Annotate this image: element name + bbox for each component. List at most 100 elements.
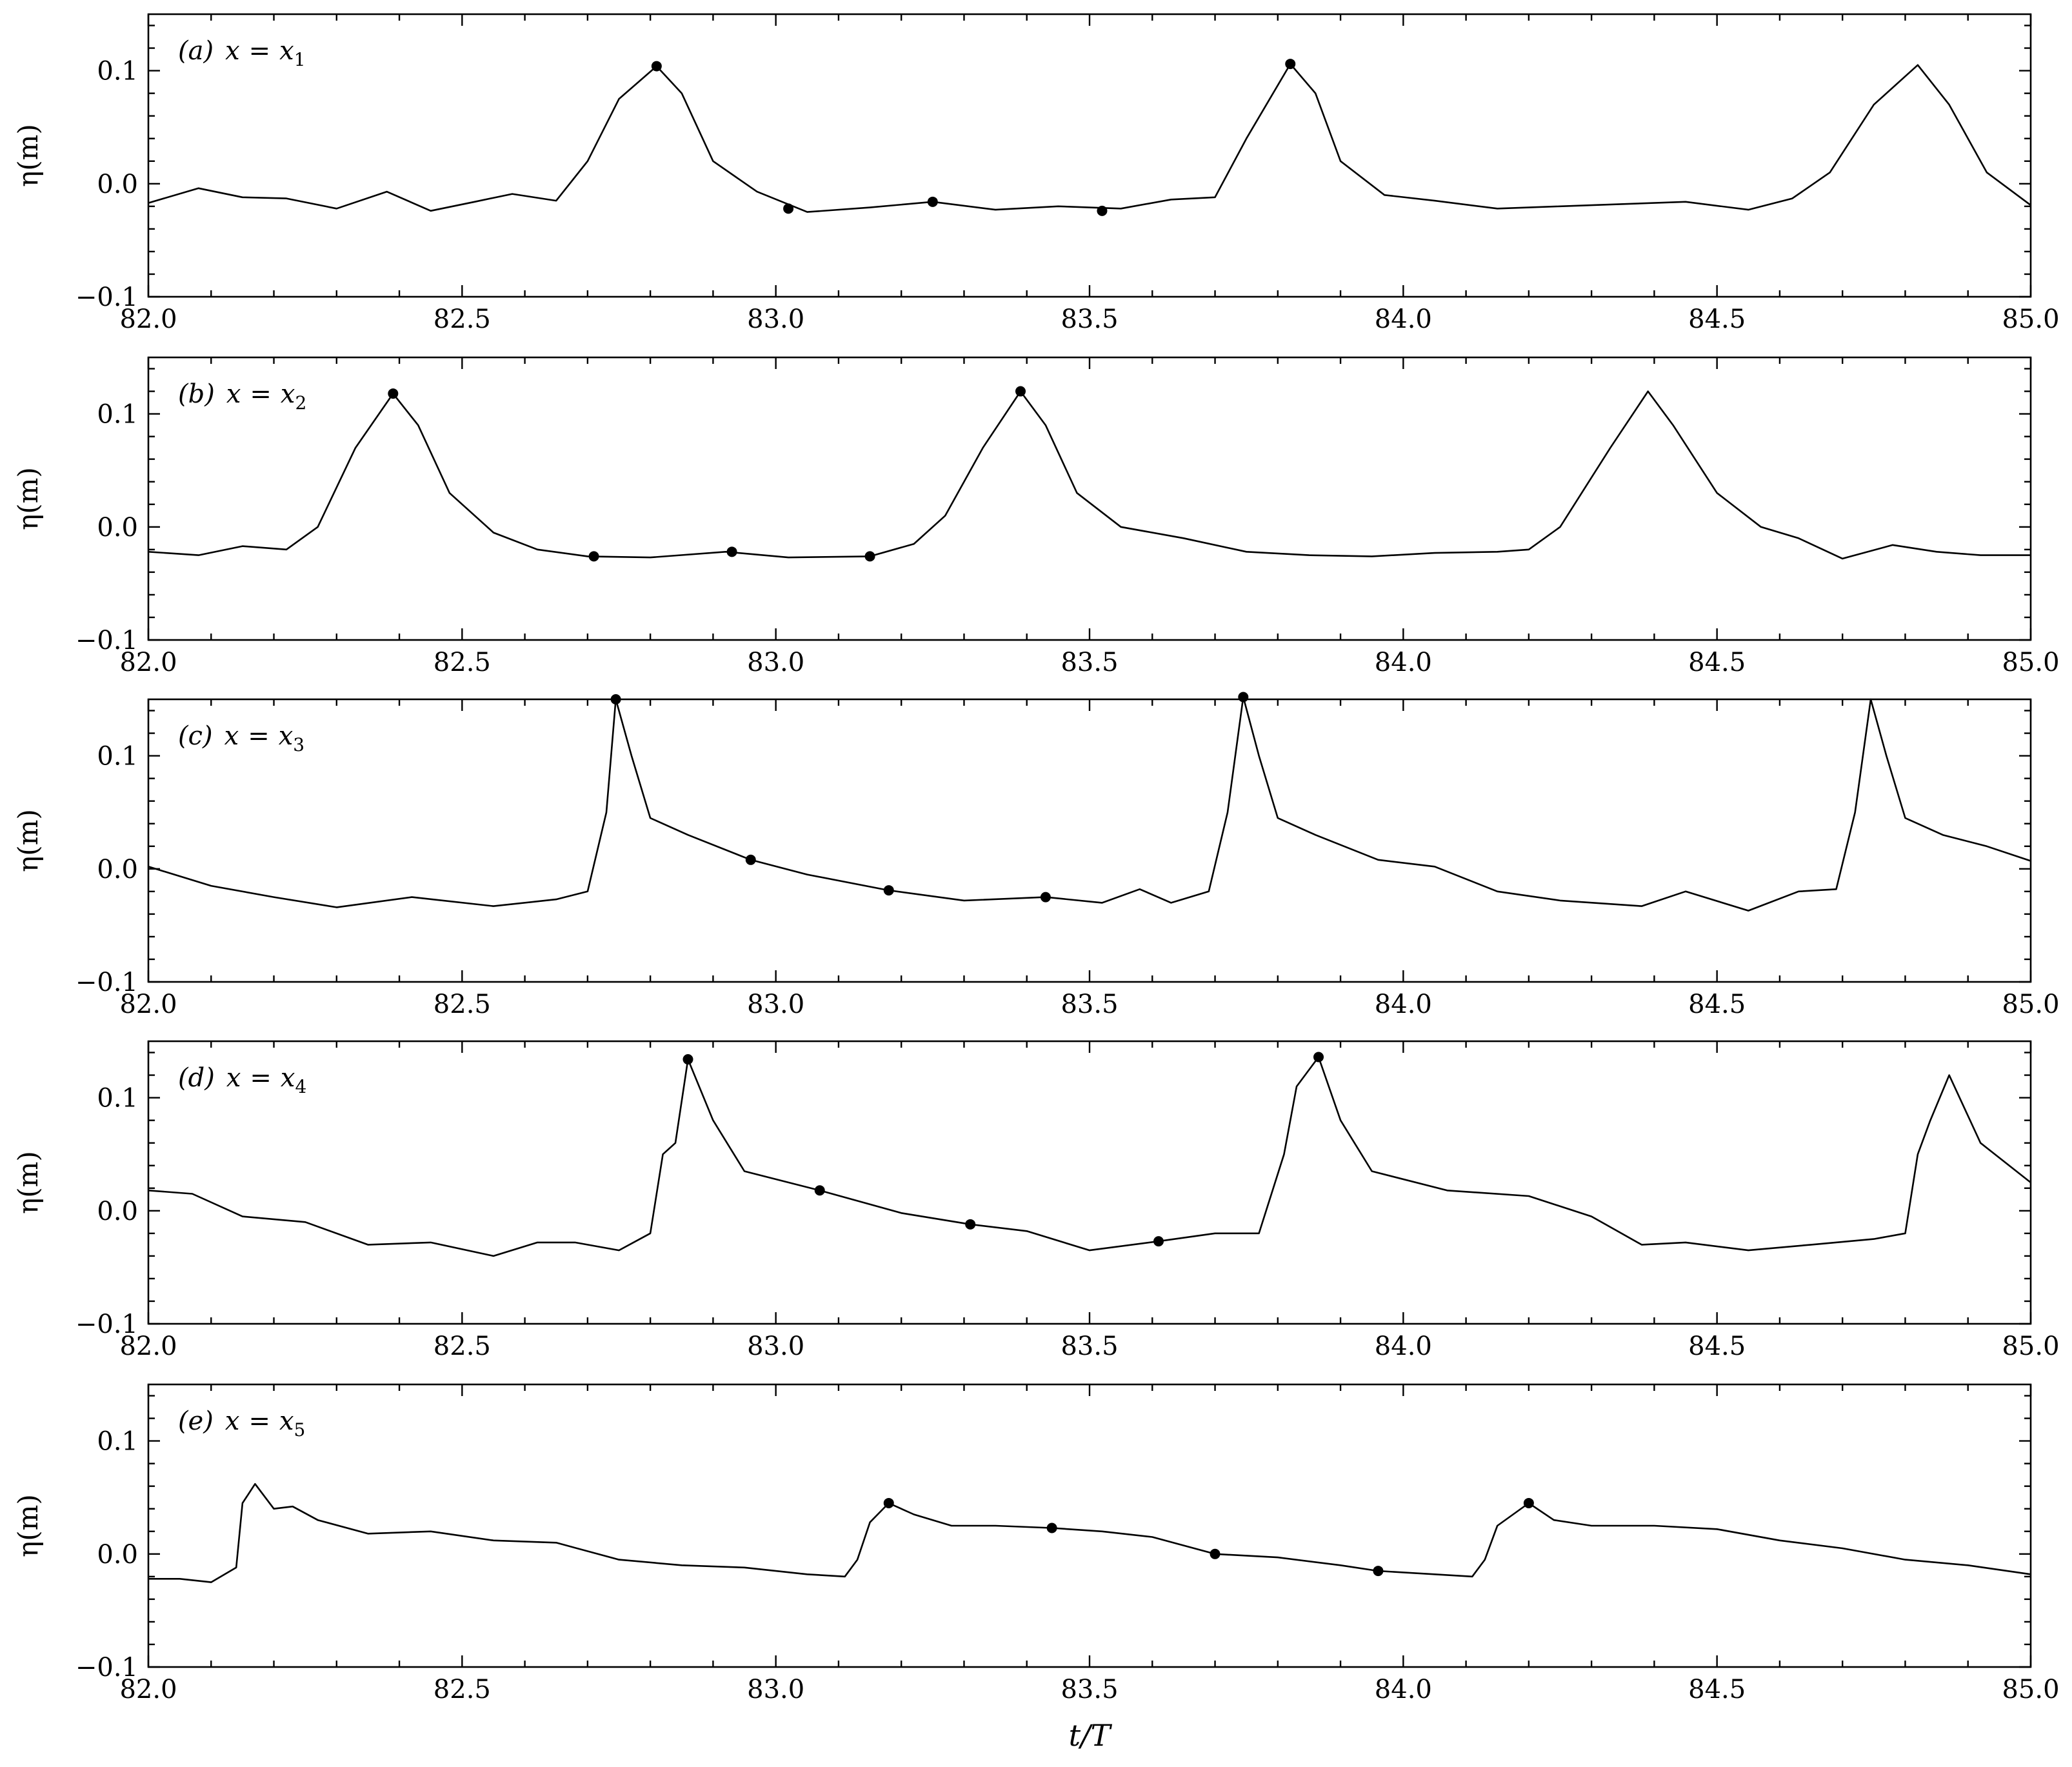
x-tick-label: 82.5 <box>433 304 491 334</box>
y-tick-label: 0.1 <box>97 1084 138 1113</box>
axes-frame <box>147 356 2032 641</box>
y-tick-label: −0.1 <box>75 1310 138 1339</box>
x-tick-label: 84.0 <box>1375 990 1432 1019</box>
x-tick-label: 83.5 <box>1061 1675 1118 1704</box>
data-point-marker <box>1210 1548 1220 1559</box>
data-point-marker <box>726 546 737 557</box>
equation-rhs: x <box>281 379 295 409</box>
data-point-marker <box>1373 1566 1384 1577</box>
equation-equals: = <box>248 721 270 751</box>
x-tick-label: 82.0 <box>119 304 177 334</box>
axes-frame <box>147 1383 2032 1668</box>
equation-subscript: 3 <box>293 734 304 755</box>
panel-label: (c) x = x3 <box>178 721 304 755</box>
equation-lhs: x <box>225 36 240 66</box>
data-point-marker <box>864 551 875 562</box>
x-tick-label: 84.0 <box>1375 648 1432 677</box>
x-tick-label: 83.5 <box>1061 304 1118 334</box>
x-tick-label: 84.5 <box>1688 304 1746 334</box>
y-tick-label: 0.0 <box>97 1540 138 1570</box>
data-point-marker <box>1523 1497 1534 1508</box>
panel-d: 82.0 82.5 83.0 83.5 84.0 84.5 85.0 −0.1 0.0 0.1 η(… <box>12 1040 2060 1361</box>
equation-rhs: x <box>281 1063 295 1093</box>
panels-group: 82.0 82.5 83.0 83.5 84.0 84.5 85.0 −0.1 0.0 0.1 η(… <box>12 13 2060 1753</box>
x-tick-label: 82.5 <box>433 648 491 677</box>
y-tick-label: −0.1 <box>75 968 138 997</box>
x-tick-label: 83.5 <box>1061 1332 1118 1361</box>
panel-label: (a) x = x1 <box>178 36 306 70</box>
data-point-marker <box>1097 205 1108 216</box>
x-tick-label: 83.0 <box>747 648 804 677</box>
panel-a: 82.0 82.5 83.0 83.5 84.0 84.5 85.0 −0.1 0.0 0.1 η(… <box>12 13 2060 334</box>
series-line <box>148 1056 2031 1257</box>
panel-label: (d) x = x4 <box>178 1063 306 1097</box>
x-tick-label: 83.0 <box>747 1675 804 1704</box>
x-tick-label: 82.5 <box>433 1332 491 1361</box>
x-tick-label: 84.5 <box>1688 648 1746 677</box>
panel-label: (b) x = x2 <box>178 379 306 414</box>
equation-lhs: x <box>225 1406 240 1436</box>
equation-rhs: x <box>279 36 294 66</box>
equation-subscript: 5 <box>294 1419 306 1441</box>
panel-letter: (a) <box>178 36 214 66</box>
equation-lhs: x <box>226 1063 241 1093</box>
panel-label: (e) x = x5 <box>178 1406 305 1441</box>
data-point-marker <box>883 1497 894 1508</box>
y-tick-label: 0.0 <box>97 170 138 199</box>
data-point-marker <box>745 854 756 865</box>
equation-subscript: 1 <box>294 49 306 70</box>
y-tick-label: 0.0 <box>97 1197 138 1226</box>
y-tick-label: 0.0 <box>97 513 138 543</box>
x-tick-label: 84.0 <box>1375 1332 1432 1361</box>
x-tick-label: 85.0 <box>2002 1332 2059 1361</box>
data-point-marker <box>783 203 794 214</box>
panel-letter: (b) <box>178 379 215 409</box>
y-tick-label: 0.1 <box>97 400 138 430</box>
data-point-marker <box>814 1185 825 1196</box>
equation-lhs: x <box>226 379 241 409</box>
x-tick-label: 82.0 <box>119 648 177 677</box>
equation-rhs: x <box>279 1406 294 1436</box>
equation-subscript: 4 <box>295 1076 306 1097</box>
x-tick-label: 84.0 <box>1375 304 1432 334</box>
equation-equals: = <box>250 1063 272 1093</box>
panel-e: 82.0 82.5 83.0 83.5 84.0 84.5 85.0 −0.1 0.0 0.1 η(… <box>12 1383 2060 1753</box>
equation-equals: = <box>250 379 272 409</box>
data-point-marker <box>1040 892 1051 903</box>
x-tick-label: 85.0 <box>2002 1675 2059 1704</box>
data-point-marker <box>588 551 599 562</box>
panel-b: 82.0 82.5 83.0 83.5 84.0 84.5 85.0 −0.1 0.0 0.1 η(… <box>12 356 2060 677</box>
y-tick-label: −0.1 <box>75 1653 138 1682</box>
data-point-marker <box>1015 386 1026 397</box>
series-line <box>148 390 2031 560</box>
panel-c: 82.0 82.5 83.0 83.5 84.0 84.5 85.0 −0.1 0.0 0.1 η(… <box>12 692 2060 1019</box>
y-tick-label: −0.1 <box>75 626 138 655</box>
x-tick-label: 83.0 <box>747 304 804 334</box>
x-tick-label: 84.5 <box>1688 990 1746 1019</box>
y-tick-label: −0.1 <box>75 283 138 312</box>
y-tick-label: 0.1 <box>97 57 138 86</box>
y-tick-label: 0.0 <box>97 855 138 884</box>
y-tick-label: 0.1 <box>97 742 138 772</box>
x-tick-label: 83.5 <box>1061 648 1118 677</box>
x-tick-label: 83.0 <box>747 1332 804 1361</box>
x-tick-label: 82.5 <box>433 1675 491 1704</box>
equation-lhs: x <box>224 721 239 751</box>
x-tick-label: 82.0 <box>119 1332 177 1361</box>
axes-frame <box>147 698 2032 983</box>
panel-letter: (e) <box>178 1406 214 1436</box>
data-point-marker <box>927 196 938 207</box>
data-point-marker <box>610 694 621 704</box>
x-tick-label: 84.5 <box>1688 1332 1746 1361</box>
equation-equals: = <box>248 1406 270 1436</box>
x-tick-label: 82.5 <box>433 990 491 1019</box>
x-tick-label: 85.0 <box>2002 304 2059 334</box>
y-axis-label: η(m) <box>12 1494 44 1557</box>
y-axis-label: η(m) <box>12 1151 44 1214</box>
x-tick-label: 84.5 <box>1688 1675 1746 1704</box>
data-point-marker <box>883 885 894 896</box>
data-point-marker <box>1313 1052 1324 1063</box>
x-tick-label: 83.0 <box>747 990 804 1019</box>
data-point-marker <box>651 61 662 72</box>
